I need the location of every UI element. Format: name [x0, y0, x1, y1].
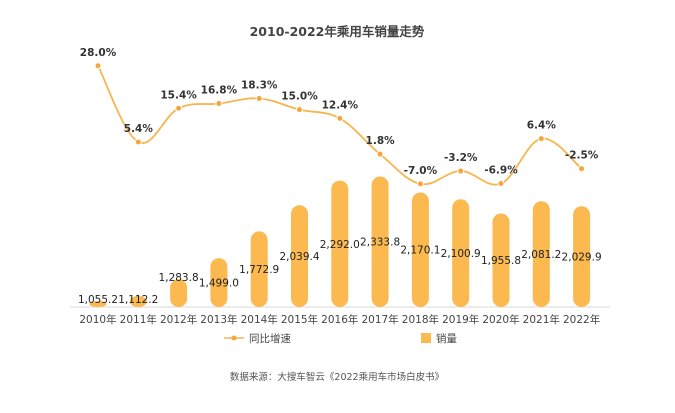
bar-2013年 [210, 258, 228, 307]
bar-2017年 [371, 176, 389, 307]
line-point-2021年 [537, 135, 545, 143]
line-label-2010年: 28.0% [80, 47, 117, 59]
line-point-2022年 [578, 165, 586, 173]
line-label-2018年: -7.0% [404, 165, 438, 177]
line-point-2012年 [175, 104, 183, 112]
bar-2019年 [452, 199, 470, 307]
bar-2012年 [170, 279, 188, 307]
bar-label-2021年: 2,081.2 [521, 249, 561, 261]
x-tick-2015年: 2015年 [281, 313, 318, 326]
x-tick-2022年: 2022年 [563, 313, 600, 326]
bar-2021年 [532, 201, 550, 307]
x-tick-2011年: 2011年 [120, 313, 157, 326]
bars-group [89, 176, 591, 307]
x-tick-2016年: 2016年 [321, 313, 358, 326]
bar-label-2017年: 2,333.8 [360, 237, 400, 249]
line-point-2015年 [296, 106, 303, 114]
line-labels-group: 28.0% 5.4% 15.4% 16.8% 18.3%15.0% 12.4% 1.8% -7… [80, 47, 599, 177]
bar-2014年 [250, 231, 268, 307]
x-tick-2014年: 2014年 [241, 313, 278, 326]
line-point-2013年 [215, 100, 223, 108]
x-axis-ticks: 2010年 2011年 2012年 2013年 2014年 2015年 2016年 2017年… [79, 313, 600, 326]
line-point-2018年 [416, 180, 424, 188]
line-point-2010年 [94, 62, 102, 70]
bar-label-2010年: 1,055.2 [78, 294, 118, 306]
bar-2010年 [89, 301, 107, 307]
legend-label-bar: 销量 [436, 332, 457, 345]
line-point-2019年 [457, 167, 465, 175]
bar-label-2012年: 1,283.8 [159, 272, 199, 284]
chart-title: 2010-2022年乘用车销量走势 [250, 24, 425, 39]
bar-2015年 [291, 205, 308, 307]
legend-bar-swatch [421, 333, 431, 343]
bar-label-2011年: 1,112.2 [118, 294, 158, 306]
x-tick-2018年: 2018年 [402, 313, 439, 326]
bar-2018年 [411, 192, 429, 307]
line-label-2014年: 18.3% [241, 79, 278, 91]
line-point-2017年 [376, 150, 384, 158]
line-label-2020年: -6.9% [484, 165, 518, 177]
line-label-2022年: -2.5% [565, 150, 599, 162]
line-label-2011年: 5.4% [124, 123, 154, 135]
bar-labels-group: 1,055.2 1,112.21,283.8 1,499.01,772.92,039… [78, 237, 602, 306]
line-series-group [94, 62, 586, 188]
bar-2011年 [129, 296, 147, 307]
bar-label-2015年: 2,039.4 [279, 251, 319, 263]
legend-line-marker [231, 335, 237, 341]
x-tick-2021年: 2021年 [523, 313, 560, 326]
source-note: 数据来源：大搜车智云《2022乘用车市场白皮书》 [230, 371, 444, 383]
x-tick-2020年: 2020年 [482, 313, 519, 326]
line-label-2021年: 6.4% [527, 120, 557, 132]
bar-label-2019年: 2,100.9 [441, 248, 481, 260]
bar-2020年 [492, 213, 510, 307]
bar-label-2013年: 1,499.0 [199, 278, 239, 290]
x-tick-2013年: 2013年 [200, 313, 237, 326]
x-tick-2017年: 2017年 [361, 313, 398, 326]
x-tick-2012年: 2012年 [160, 313, 197, 326]
line-label-2015年: 15.0% [281, 91, 318, 103]
bar-label-2018年: 2,170.1 [400, 245, 440, 257]
line-point-2014年 [255, 94, 263, 102]
line-label-2016年: 12.4% [322, 99, 359, 111]
line-point-2016年 [336, 114, 344, 122]
line-point-2020年 [497, 180, 505, 188]
bar-label-2014年: 1,772.9 [239, 264, 279, 276]
line-label-2019年: -3.2% [444, 152, 478, 164]
line-label-2017年: 1.8% [366, 135, 396, 147]
legend-item-line: 同比增速 [224, 332, 291, 345]
bar-label-2016年: 2,292.0 [320, 239, 360, 251]
x-tick-2010年: 2010年 [79, 313, 116, 326]
x-tick-2019年: 2019年 [442, 313, 479, 326]
bar-2016年 [331, 180, 349, 307]
line-label-2012年: 15.4% [160, 89, 197, 101]
legend-label-line: 同比增速 [249, 332, 291, 345]
bar-label-2020年: 1,955.8 [481, 255, 521, 267]
line-point-2011年 [134, 138, 142, 146]
line-label-2013年: 16.8% [201, 85, 238, 97]
bar-label-2022年: 2,029.9 [562, 252, 602, 264]
legend-item-bar: 销量 [421, 332, 457, 345]
legend: 同比增速 销量 [224, 332, 457, 345]
bar-2022年 [573, 206, 591, 307]
